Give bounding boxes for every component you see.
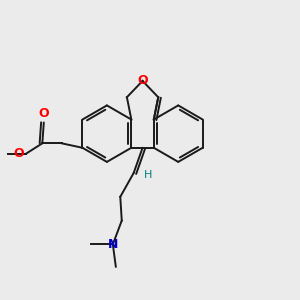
Text: H: H (144, 170, 152, 180)
Text: O: O (38, 107, 49, 120)
Text: O: O (13, 147, 24, 160)
Text: O: O (137, 74, 148, 87)
Text: N: N (108, 238, 118, 251)
